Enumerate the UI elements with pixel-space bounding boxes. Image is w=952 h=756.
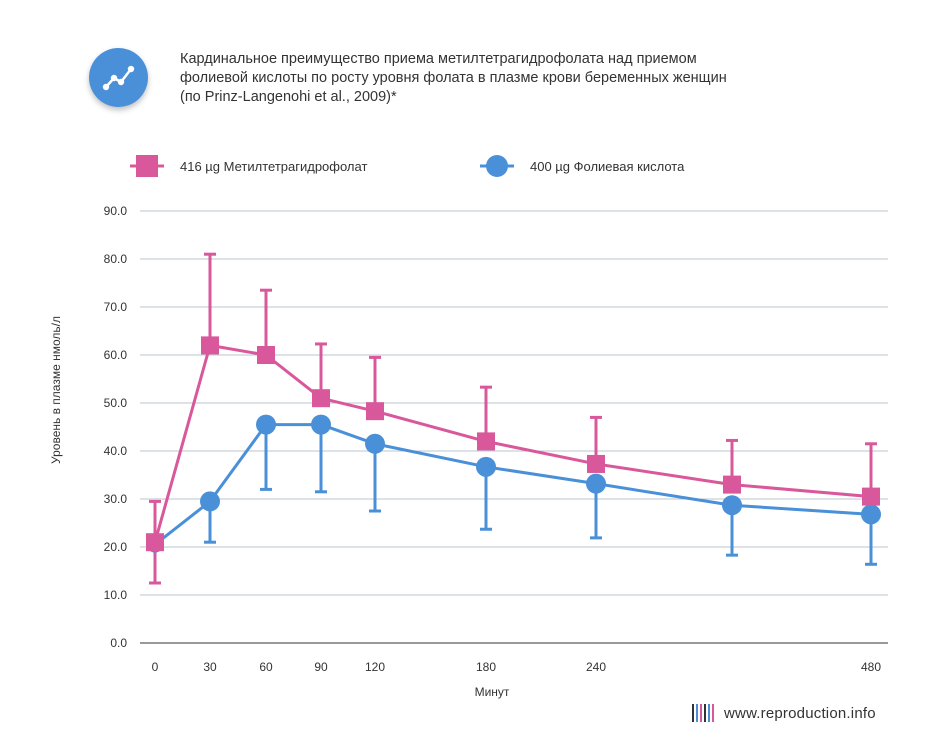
y-tick-label: 90.0 [104, 204, 128, 218]
data-point-circle [200, 491, 220, 512]
legend-circle-marker [480, 155, 514, 177]
data-point-square [477, 432, 495, 451]
x-tick-label: 480 [861, 660, 881, 674]
data-point-circle [365, 433, 385, 454]
x-tick-label: 0 [152, 660, 159, 674]
legend-item-folic: 400 µg Фолиевая кислота [480, 155, 684, 177]
x-tick-label: 90 [314, 660, 328, 674]
data-point-square [587, 454, 605, 473]
legend-item-mthf: 416 µg Метилтетрагидрофолат [130, 155, 367, 177]
chart-title: Кардинальное преимущество приема метилте… [180, 50, 740, 107]
data-point-square [366, 402, 384, 421]
data-point-square [862, 487, 880, 506]
y-tick-label: 70.0 [104, 300, 128, 314]
x-tick-label: 60 [259, 660, 273, 674]
y-tick-label: 60.0 [104, 348, 128, 362]
legend-label: 400 µg Фолиевая кислота [530, 158, 685, 174]
y-tick-label: 10.0 [104, 588, 128, 602]
x-tick-label: 120 [365, 660, 385, 674]
series-line [154, 423, 872, 546]
data-point-circle [256, 414, 276, 435]
y-tick-label: 30.0 [104, 492, 128, 506]
legend-label: 416 µg Метилтетрагидрофолат [180, 158, 368, 174]
title-line: (по Prinz-Langenohi et al., 2009)* [180, 89, 397, 105]
title-line: Кардинальное преимущество приема метилте… [180, 51, 697, 67]
legend-square-marker [130, 155, 164, 177]
data-point-circle [476, 456, 496, 477]
y-tick-label: 20.0 [104, 540, 128, 554]
data-point-square [201, 336, 219, 355]
y-axis-title: Уровень в плазме нмоль/л [49, 316, 63, 464]
chart-logo [89, 48, 148, 107]
watermark: www.reproduction.info [692, 704, 876, 722]
data-point-square [146, 533, 164, 552]
y-tick-label: 40.0 [104, 444, 128, 458]
data-point-circle [311, 414, 331, 435]
data-point-square [312, 389, 330, 408]
watermark-logo [692, 704, 714, 722]
x-tick-label: 30 [203, 660, 217, 674]
title-line: фолиевой кислоты по росту уровня фолата … [180, 70, 727, 86]
data-point-circle [586, 473, 606, 494]
series-line [153, 343, 872, 543]
data-point-circle [861, 504, 881, 525]
y-tick-label: 0.0 [110, 636, 127, 650]
line-chart-icon [102, 65, 135, 91]
data-point-circle [722, 495, 742, 516]
y-tick-label: 50.0 [104, 396, 128, 410]
x-tick-label: 180 [476, 660, 496, 674]
data-point-square [257, 346, 275, 364]
x-axis-title: Минут [475, 685, 510, 699]
y-tick-label: 80.0 [104, 252, 128, 266]
x-tick-label: 240 [586, 660, 606, 674]
watermark-text: www.reproduction.info [724, 704, 876, 722]
data-point-square [723, 475, 741, 494]
